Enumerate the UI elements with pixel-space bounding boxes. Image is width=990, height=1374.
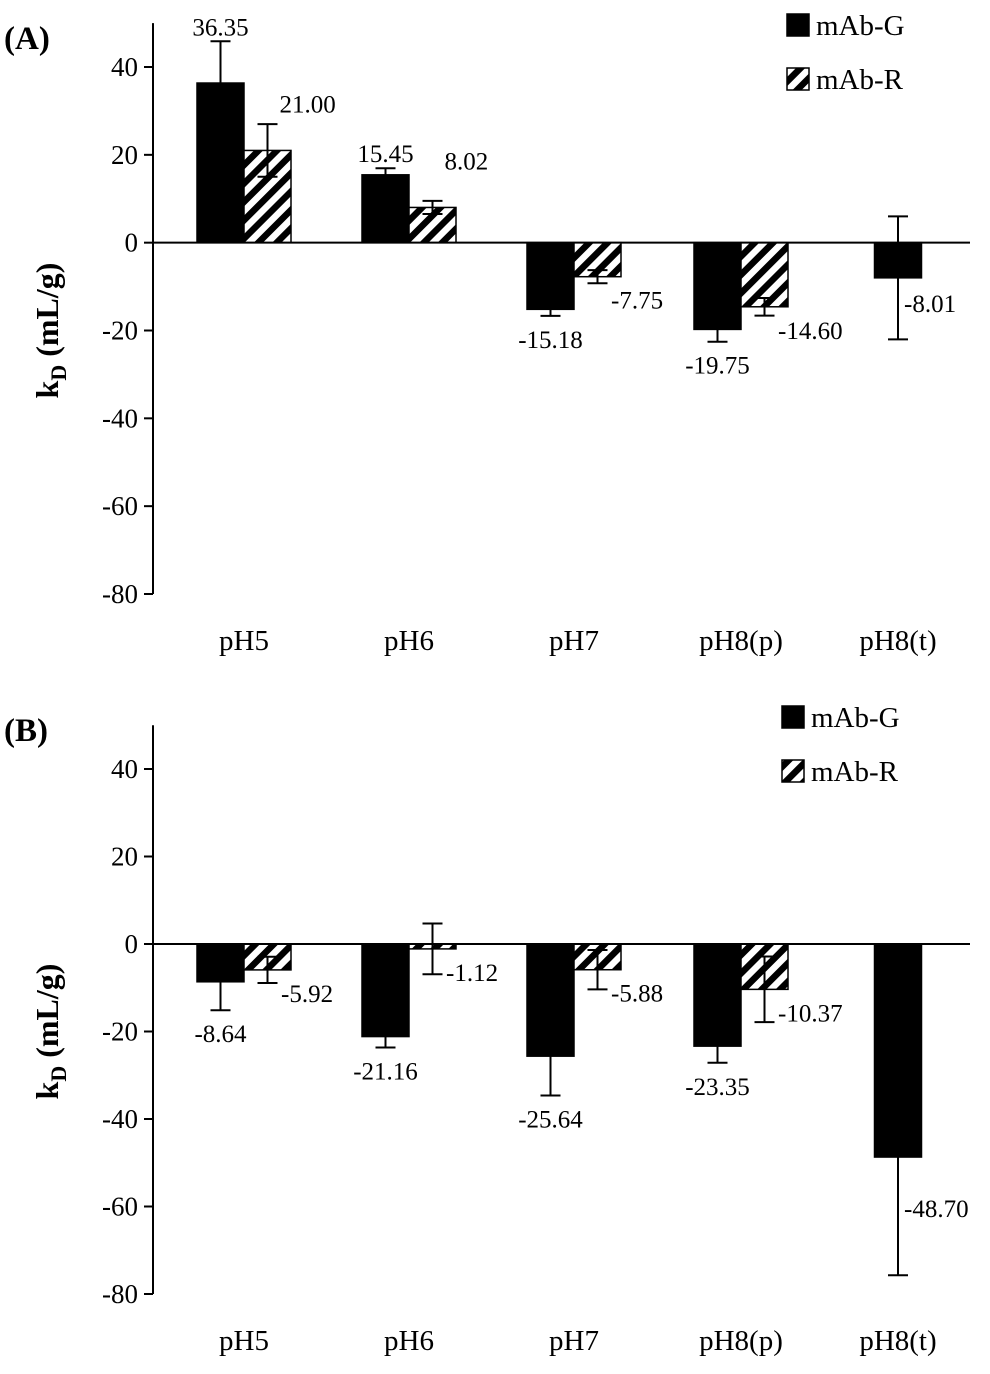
data-label: 36.35 — [192, 14, 248, 41]
data-label: -23.35 — [685, 1074, 750, 1101]
y-tick-label: 20 — [111, 140, 138, 170]
y-tick-label: -20 — [102, 1017, 138, 1047]
data-label: -5.92 — [281, 981, 333, 1008]
data-label: -25.64 — [518, 1107, 583, 1134]
panel-label: (A) — [4, 21, 50, 57]
y-tick-label: -80 — [102, 1279, 138, 1309]
legend-swatch-mab-r — [781, 759, 805, 783]
data-label: -5.88 — [611, 981, 663, 1008]
y-tick-label: -40 — [102, 403, 138, 433]
y-axis-label: kD (mL/g) — [29, 964, 71, 1100]
legend-swatch-mab-r — [786, 67, 810, 91]
legend-label: mAb-G — [811, 702, 900, 734]
data-label: 15.45 — [357, 141, 413, 168]
data-label: -19.75 — [685, 353, 750, 380]
data-label: -48.70 — [904, 1196, 969, 1223]
y-tick-label: -80 — [102, 579, 138, 609]
data-label: -1.12 — [446, 960, 498, 987]
y-tick-label: -60 — [102, 491, 138, 521]
data-label: -21.16 — [353, 1059, 418, 1086]
data-label: -10.37 — [778, 1000, 843, 1027]
x-category-label: pH6 — [384, 1325, 434, 1357]
y-tick-label: 0 — [125, 228, 139, 258]
y-tick-label: 20 — [111, 842, 138, 872]
bar-mab-g — [526, 241, 575, 311]
legend-swatch-mab-g — [781, 705, 805, 729]
legend-label: mAb-R — [816, 64, 904, 96]
legend-label: mAb-G — [816, 10, 905, 42]
y-tick-label: -20 — [102, 316, 138, 346]
chart-panel-b: (B) kD (mL/g) 40 20 0 -20 -40 -60 -80 pH5 pH6 pH7 pH… — [4, 702, 970, 1357]
y-tick-label: 0 — [125, 929, 139, 959]
chart-panel-a: (A) kD (mL/g) 40 20 0 -20 -40 -60 -80 pH5 pH6 pH7 pH… — [4, 10, 970, 657]
y-tick-label: -60 — [102, 1192, 138, 1222]
data-label: 8.02 — [445, 148, 489, 175]
y-tick-label: -40 — [102, 1104, 138, 1134]
x-category-label: pH7 — [549, 1325, 599, 1357]
x-category-label: pH8(t) — [859, 625, 936, 657]
data-label: -8.01 — [904, 291, 956, 318]
panel-label: (B) — [4, 713, 48, 749]
bar-mab-g — [361, 943, 410, 1038]
x-category-label: pH8(t) — [859, 1325, 936, 1357]
legend-label: mAb-R — [811, 756, 899, 788]
x-category-label: pH6 — [384, 625, 434, 657]
data-label: -8.64 — [194, 1021, 247, 1048]
data-label: -7.75 — [611, 288, 663, 315]
y-tick-label: 40 — [111, 754, 138, 784]
x-category-label: pH5 — [219, 1325, 269, 1357]
x-category-label: pH8(p) — [699, 625, 783, 657]
y-tick-label: 40 — [111, 52, 138, 82]
data-label: 21.00 — [280, 91, 336, 118]
y-axis-label: kD (mL/g) — [29, 263, 71, 399]
x-category-label: pH8(p) — [699, 1325, 783, 1357]
x-category-label: pH5 — [219, 625, 269, 657]
data-label: -14.60 — [778, 318, 843, 345]
x-category-label: pH7 — [549, 625, 599, 657]
data-label: -15.18 — [518, 327, 583, 354]
legend-swatch-mab-g — [786, 13, 810, 37]
bar-mab-r — [740, 241, 789, 308]
bar-mab-g — [361, 174, 410, 244]
